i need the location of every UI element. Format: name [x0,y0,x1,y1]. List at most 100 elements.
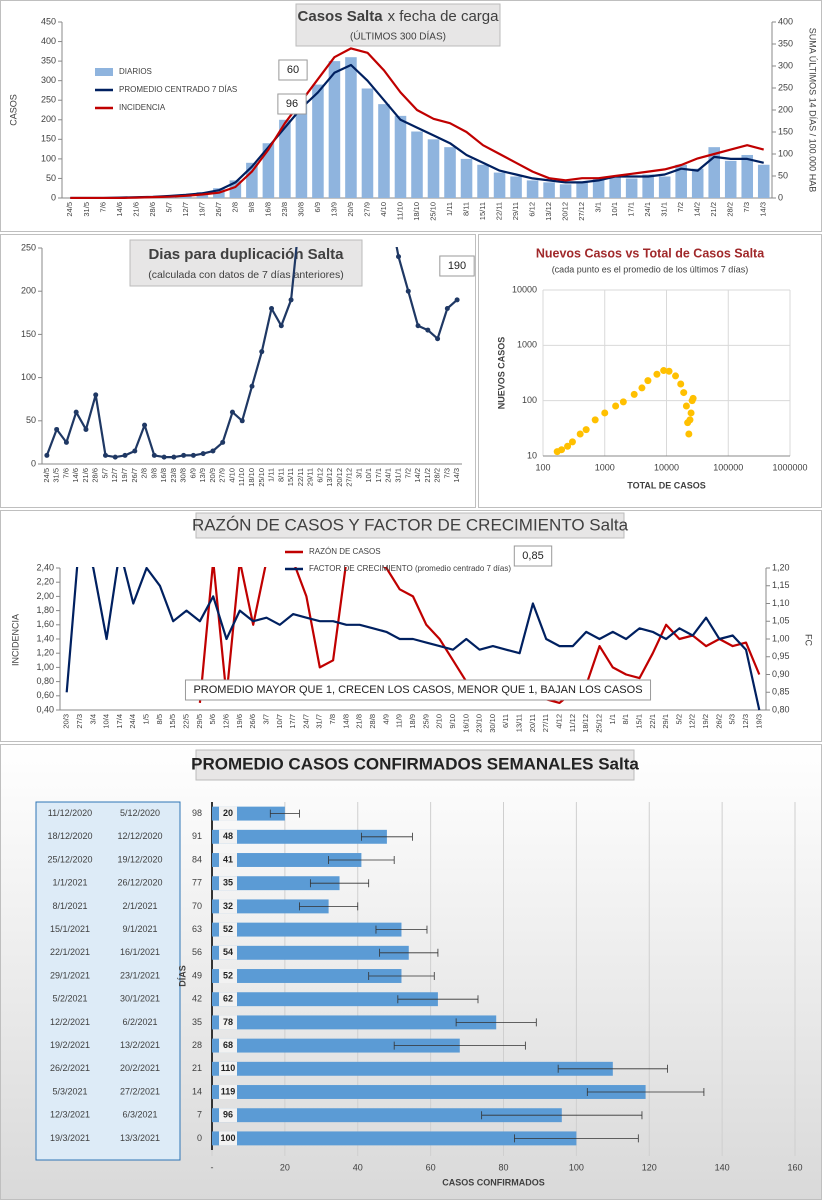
value-label-box [219,1015,237,1030]
y-tick-label: 100 [41,153,56,163]
x-tick-label: 24/4 [128,714,137,729]
x-tick-label: 18/12 [581,714,590,733]
x-tick-label: 3/1 [354,468,363,478]
bar [312,84,324,198]
marker [73,409,79,415]
x-tick-label: 14/6 [115,202,124,217]
chart-ratio: RAZÓN DE CASOS Y FACTOR DE CRECIMIENTO S… [0,510,822,742]
point [644,377,652,385]
y-tick-label: 1000 [517,340,537,350]
date-end: 12/3/2021 [50,1110,90,1120]
x-tick-label: 25/10 [257,468,266,487]
error-bar [368,972,435,980]
x-tick-label: 14/2 [693,202,702,217]
x-tick-label: 1000000 [772,462,807,472]
x-tick-label: 6/11 [501,714,510,728]
marker [444,305,450,311]
x-tick-label: 24/1 [643,202,652,217]
x-tick-label: 4/12 [555,714,564,729]
x-tick-label: 1/11 [267,468,276,482]
x-tick-label: 29/1 [661,714,670,729]
x-tick-label: 30/8 [179,468,188,483]
marker [200,451,206,457]
bar [724,160,737,198]
annotation: 60 [287,64,299,76]
x-tick-label: 1/5 [142,714,151,724]
y-axis-title: INCIDENCIA [10,614,20,666]
y-tick-label: 35 [192,1017,202,1027]
y-tick-label: 1,20 [772,562,790,572]
bar [212,1085,646,1099]
y-tick-label: 100 [778,148,793,158]
value-label-box [219,1061,237,1076]
x-tick-label: 14/6 [71,468,80,483]
x-tick-label: 19/3 [754,714,763,729]
x-tick-label: 12/7 [181,202,190,217]
y-tick-label: 84 [192,854,202,864]
x-tick-label: 16/10 [461,714,470,733]
x-tick-label: 24/1 [384,468,393,483]
point [687,409,695,417]
date-end: 19/3/2021 [50,1133,90,1143]
x-tick-label: 19/2 [701,714,710,729]
x-tick-label: 20/9 [346,202,355,217]
bar [394,115,407,198]
y-tick-label: 350 [41,55,56,65]
chart-title: Dias para duplicación Salta [148,246,344,263]
x-tick-label: 160 [787,1162,802,1172]
y-tick-label: 2,20 [36,577,54,587]
bar [246,162,258,198]
x-tick-label: 2/8 [230,202,239,212]
x-tick-label: 30/8 [296,202,305,217]
error-bar [360,832,413,841]
x-tick-label: 11/10 [395,202,404,220]
x-tick-label: 5/7 [164,202,173,212]
value-label-box [219,945,237,960]
x-tick-label: 25/10 [428,202,437,221]
x-tick-label: 5/3 [728,714,737,724]
y-tick-label: 21 [192,1063,202,1073]
bar [526,180,539,198]
marker [425,327,431,333]
value-label-box [219,1085,237,1099]
x-tick-label: 27/9 [362,202,371,217]
x-tick-label: 27/9 [218,468,227,483]
date-start: 2/1/2021 [122,901,157,911]
x-tick-label: - [211,1162,214,1172]
x-tick-label: 25/12 [594,714,603,733]
date-start: 6/2/2021 [122,1017,157,1027]
bar [229,180,242,198]
x-tick-label: 27/12 [577,202,586,221]
bar [691,168,704,198]
point [680,389,688,397]
date-start: 13/2/2021 [120,1040,160,1050]
y-tick-label: 1,80 [36,605,54,615]
x-tick-label: 22/11 [296,468,305,486]
y-tick-label: 2,40 [36,562,54,572]
y-tick-label: 100 [21,372,36,382]
y-tick-label: 1,15 [772,580,790,590]
y-tick-label: 63 [192,924,202,934]
y-tick-label: 300 [778,60,793,70]
bar [212,945,409,960]
date-table [35,801,181,1161]
x-tick-label: 3/1 [594,202,603,212]
y-axis-title: NUEVOS CASOS [496,337,506,410]
value-label: 20 [223,808,233,818]
value-label-box [219,853,237,867]
x-tick-label: 24/5 [42,468,51,483]
date-end: 18/12/2020 [47,831,92,841]
x-tick-label: 120 [642,1162,657,1172]
y-tick-label: 200 [21,286,36,296]
x-tick-label: 17/1 [374,468,383,483]
y-tick-label: 0 [51,192,56,202]
x-tick-label: 20/12 [561,202,570,221]
chart-scatter: Nuevos Casos vs Total de Casos Salta (ca… [478,234,822,508]
date-end: 29/1/2021 [50,970,90,980]
x-tick-label: 22/11 [495,202,504,220]
x-tick-label: 31/5 [52,468,61,483]
point [612,402,620,410]
bar [609,176,621,198]
value-label: 68 [223,1040,233,1050]
bar [510,176,522,198]
